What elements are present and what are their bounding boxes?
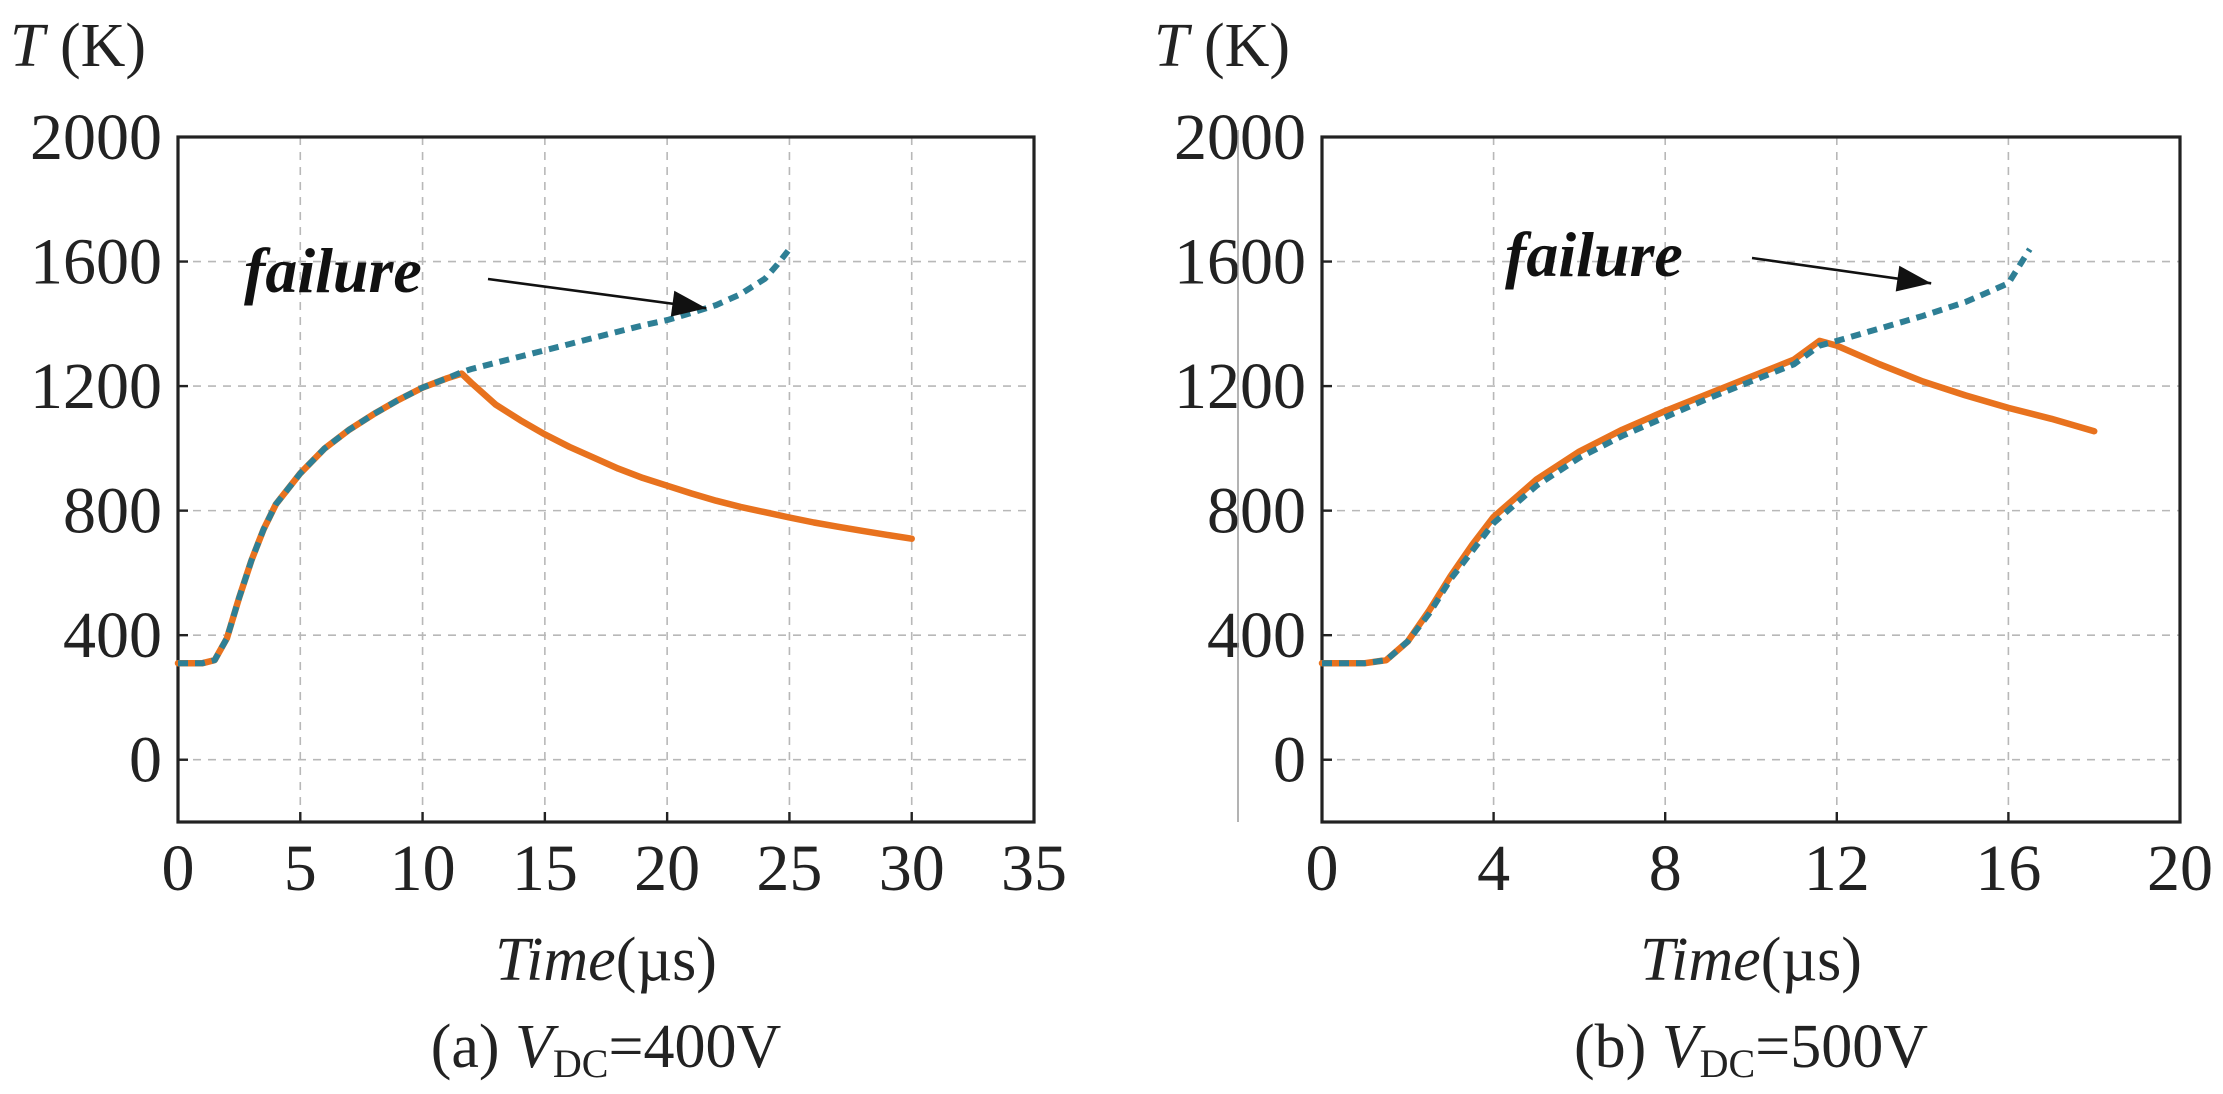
y-tick-label-a-3: 1200: [30, 350, 162, 423]
caption-prefix-a: (a): [431, 1013, 515, 1081]
series-layer-b: [1318, 247, 2098, 667]
arrow-head-a: [670, 290, 707, 317]
caption-var-a: V: [515, 1013, 559, 1081]
ticks-b: 0 4 8 12 16 20 0 400 800 1200 1600 2000: [1174, 101, 2213, 905]
y-axis-unit-a: (K): [44, 12, 146, 80]
caption-a: (a) VDC=400V: [431, 1013, 782, 1086]
caption-b: (b) VDC=500V: [1574, 1013, 1928, 1086]
y-tick-label-b-3: 1200: [1174, 350, 1306, 423]
annotation-failure-a: failure: [244, 235, 422, 306]
y-axis-var-b: T: [1154, 12, 1193, 80]
y-axis-title-a: T (K): [10, 12, 146, 80]
x-tick-label-a-5: 25: [756, 832, 822, 905]
grid-a: [178, 137, 1034, 822]
series-solid-line-a: [174, 370, 915, 667]
annotation-failure-b: failure: [1505, 219, 1683, 290]
series-layer-a: [174, 247, 915, 667]
caption-prefix-b: (b): [1574, 1013, 1662, 1081]
x-tick-label-b-2: 8: [1649, 832, 1682, 905]
series-solid-line-b: [1318, 337, 2098, 667]
y-axis-var-a: T: [10, 12, 49, 80]
arrow-head-b: [1895, 265, 1932, 292]
x-tick-label-a-3: 15: [512, 832, 578, 905]
caption-sub-b: DC: [1700, 1041, 1756, 1086]
series-dashed-line-a: [178, 247, 792, 667]
ticks-a: 0 5 10 15 20 25 30 35 0 400 800 1200 1600 2000: [30, 101, 1067, 905]
x-axis-var-b: Time: [1640, 926, 1761, 994]
y-tick-label-a-5: 2000: [30, 101, 162, 174]
x-tick-label-a-2: 10: [390, 832, 456, 905]
x-axis-title-a: Time(µs): [495, 926, 717, 994]
x-tick-label-b-4: 16: [1975, 832, 2041, 905]
y-tick-label-b-5: 2000: [1174, 101, 1306, 174]
x-tick-label-b-3: 12: [1804, 832, 1870, 905]
x-tick-label-b-0: 0: [1306, 832, 1339, 905]
annotation-arrow-a: [487, 277, 707, 317]
caption-suffix-b: =500V: [1755, 1013, 1928, 1081]
grid-b: [1322, 137, 2180, 822]
x-tick-label-b-1: 4: [1477, 832, 1510, 905]
caption-sub-a: DC: [553, 1041, 609, 1086]
x-axis-var-a: Time: [495, 926, 616, 994]
y-tick-label-b-0: 0: [1273, 724, 1306, 797]
y-tick-label-b-2: 800: [1207, 475, 1306, 548]
x-tick-label-b-5: 20: [2147, 832, 2213, 905]
y-tick-label-a-1: 400: [63, 599, 162, 672]
y-axis-title-b: T (K): [1154, 12, 1290, 80]
x-tick-label-a-1: 5: [284, 832, 317, 905]
x-tick-label-a-4: 20: [634, 832, 700, 905]
x-tick-label-a-7: 35: [1001, 832, 1067, 905]
annotation-arrow-b: [1751, 256, 1932, 292]
arrow-shaft-a: [487, 277, 707, 310]
x-axis-unit-a: (µs): [616, 926, 717, 994]
y-tick-label-b-4: 1600: [1174, 226, 1306, 299]
y-axis-unit-b: (K): [1188, 12, 1290, 80]
y-tick-label-a-0: 0: [129, 724, 162, 797]
plot-frame-a: [176, 135, 1036, 824]
y-tick-label-a-4: 1600: [30, 226, 162, 299]
caption-var-b: V: [1662, 1013, 1706, 1081]
x-axis-title-b: Time(µs): [1640, 926, 1862, 994]
caption-suffix-a: =400V: [609, 1013, 782, 1081]
plot-frame-b: [1320, 135, 2182, 824]
y-tick-label-b-1: 400: [1207, 599, 1306, 672]
x-tick-label-a-0: 0: [162, 832, 195, 905]
x-tick-label-a-6: 30: [879, 832, 945, 905]
y-tick-label-a-2: 800: [63, 475, 162, 548]
x-axis-unit-b: (µs): [1761, 926, 1862, 994]
series-dashed-line-b: [1322, 247, 2033, 667]
